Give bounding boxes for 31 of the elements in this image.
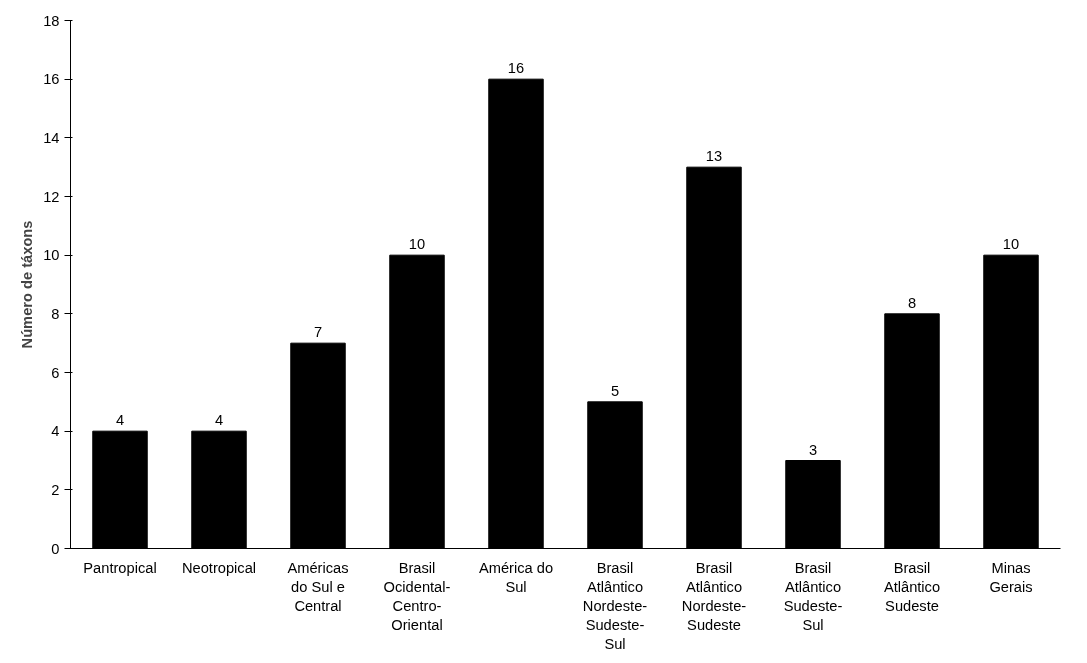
- x-tick-label: Neotropical: [181, 559, 257, 576]
- x-tick-label: Brasil Atlântico Nordeste-Sudeste-Sul: [582, 559, 648, 653]
- data-label: 7: [313, 324, 323, 341]
- data-label: 4: [214, 412, 224, 429]
- data-label: 3: [808, 441, 818, 458]
- x-tick-label: Brasil Atlântico Sudeste-Sul: [783, 559, 843, 634]
- data-label: 4: [115, 412, 125, 429]
- y-tick-label: 16: [43, 71, 60, 88]
- y-tick-label: 2: [51, 481, 60, 498]
- y-tick-label: 10: [43, 247, 60, 264]
- y-tick-label: 18: [43, 12, 60, 29]
- data-label: 13: [705, 148, 723, 165]
- x-tick-label: Minas Gerais: [989, 559, 1033, 595]
- data-label: 16: [507, 60, 525, 77]
- x-tick-label: Brasil Atlântico Nordeste-Sudeste: [681, 559, 747, 634]
- y-tick-label: 8: [51, 305, 60, 322]
- x-tick-label: Brasil Ocidental-Centro-Oriental: [383, 559, 451, 634]
- data-label: 10: [408, 236, 426, 253]
- y-tick-label: 14: [43, 129, 60, 146]
- data-label: 5: [610, 382, 620, 399]
- data-label: 8: [907, 294, 917, 311]
- y-axis-title: Número de táxons: [19, 220, 36, 349]
- y-tick-label: 12: [43, 188, 60, 205]
- y-tick-label: 0: [51, 540, 60, 557]
- x-tick-label: Brasil Atlântico Sudeste: [883, 559, 941, 614]
- x-tick-label: América do Sul: [478, 559, 554, 595]
- x-tick-label: Pantropical: [83, 559, 157, 576]
- data-label: 10: [1002, 236, 1020, 253]
- y-tick-label: 4: [51, 423, 60, 440]
- x-tick-label: Américas do Sul e Central: [287, 559, 349, 614]
- y-tick-label: 6: [51, 364, 60, 381]
